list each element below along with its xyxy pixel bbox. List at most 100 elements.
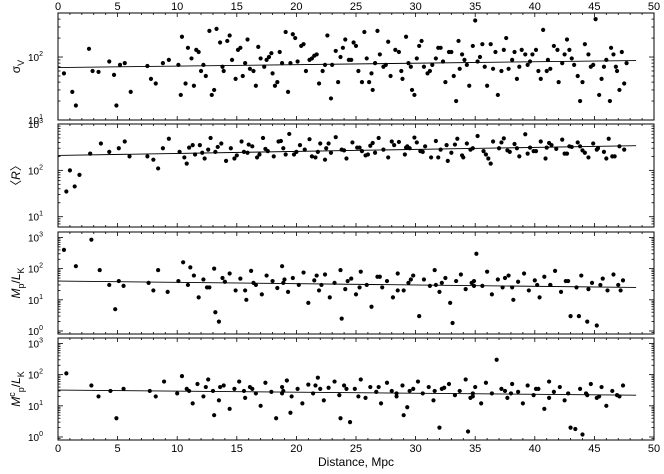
data-point [258, 56, 263, 61]
data-point [214, 26, 219, 31]
data-point [606, 136, 611, 141]
x-axis-label: Distance, Mpc [318, 455, 394, 469]
data-point [245, 37, 250, 42]
data-point [278, 138, 284, 144]
data-point [338, 416, 343, 421]
data-point [451, 73, 456, 79]
data-point [408, 64, 413, 69]
data-point [611, 272, 616, 277]
data-point [297, 143, 303, 148]
data-point [604, 156, 609, 161]
data-point [357, 145, 362, 150]
data-point [238, 276, 243, 281]
data-point [266, 54, 272, 60]
data-point [179, 34, 185, 39]
data-point [282, 277, 287, 282]
data-point [228, 146, 233, 151]
data-point [251, 68, 256, 74]
data-point [285, 289, 291, 294]
data-point [344, 156, 349, 161]
data-point [67, 168, 73, 173]
data-point [389, 388, 394, 394]
data-point [567, 144, 572, 149]
data-point [480, 283, 485, 288]
data-point [593, 17, 598, 22]
data-point [344, 386, 349, 391]
data-point [488, 161, 493, 166]
data-point [183, 81, 188, 86]
data-point [271, 154, 276, 159]
data-point [443, 275, 448, 281]
data-point [274, 416, 279, 421]
data-point [61, 71, 67, 76]
data-point [319, 282, 324, 288]
data-point [330, 62, 335, 67]
data-point [263, 380, 268, 385]
data-point [402, 152, 407, 157]
data-point [619, 49, 624, 55]
data-point [586, 155, 591, 160]
data-point [301, 42, 306, 47]
y-tick-label: 102 [28, 164, 43, 177]
data-point [73, 103, 78, 108]
x-tick-label: 10 [171, 443, 183, 455]
data-point [296, 282, 301, 288]
data-point [114, 103, 119, 108]
data-point [314, 273, 319, 278]
data-point [517, 64, 522, 69]
data-point [220, 64, 225, 69]
data-point [510, 285, 515, 290]
data-point [283, 29, 288, 35]
data-point [322, 157, 328, 162]
data-point [439, 386, 444, 391]
data-point [233, 76, 238, 81]
data-point [468, 147, 473, 152]
data-point [184, 161, 189, 166]
data-point [545, 57, 551, 63]
data-point [238, 45, 243, 50]
data-point [213, 149, 218, 155]
data-point [526, 288, 531, 293]
data-point [153, 394, 158, 399]
data-point [463, 287, 468, 292]
data-point [440, 59, 446, 64]
data-point [190, 401, 195, 406]
data-point [156, 166, 161, 171]
data-point [232, 386, 237, 391]
data-point [611, 52, 616, 57]
data-point [121, 283, 126, 288]
data-point [370, 140, 375, 146]
data-point [427, 283, 433, 288]
data-point [511, 297, 516, 302]
data-point [411, 386, 416, 391]
data-point [409, 87, 415, 93]
data-point [499, 68, 504, 74]
data-point [568, 425, 573, 430]
data-point [221, 68, 226, 74]
data-point [263, 146, 268, 152]
data-point [270, 278, 275, 284]
data-point [367, 79, 372, 85]
data-point [560, 137, 565, 142]
data-point [520, 401, 525, 406]
data-point [349, 57, 354, 63]
data-point [475, 133, 480, 139]
data-point [552, 268, 558, 273]
data-point [620, 278, 626, 283]
data-point [206, 377, 211, 382]
data-point [585, 319, 590, 324]
data-point [525, 62, 530, 67]
data-point [392, 143, 397, 148]
data-point [114, 416, 119, 421]
data-point [153, 81, 158, 86]
data-point [341, 148, 347, 153]
data-point [356, 394, 361, 399]
data-point [597, 394, 602, 399]
x-tick-label: 40 [529, 443, 541, 455]
data-point [376, 135, 381, 141]
data-point [374, 389, 379, 394]
data-point [538, 76, 543, 81]
data-point [412, 135, 417, 140]
data-point [322, 272, 328, 277]
